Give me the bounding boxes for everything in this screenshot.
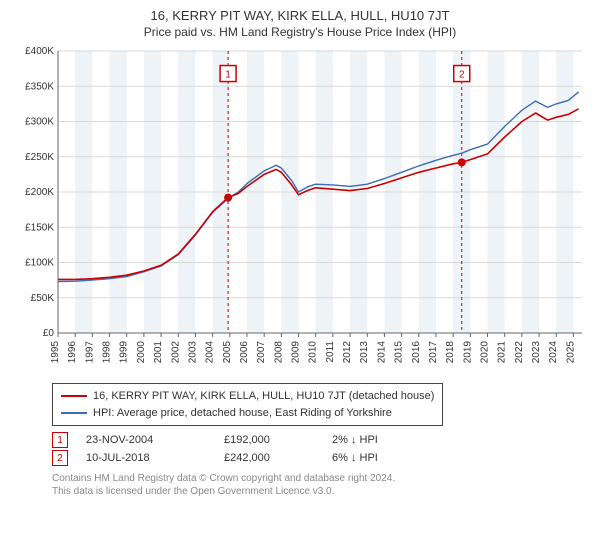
sale-price: £242,000 [224,452,314,464]
legend-label: 16, KERRY PIT WAY, KIRK ELLA, HULL, HU10… [93,388,434,405]
svg-text:2009: 2009 [291,341,302,364]
svg-text:2005: 2005 [222,341,233,364]
sale-price: £192,000 [224,434,314,446]
legend-swatch [61,412,87,414]
svg-text:£0: £0 [43,328,55,339]
svg-text:£300K: £300K [25,117,54,128]
svg-text:1998: 1998 [102,341,113,364]
chart-area: £0 £50K £100K £150K £200K £250K £300K £350K £400… [10,45,590,375]
svg-text:1997: 1997 [84,341,95,364]
svg-text:£400K: £400K [25,46,54,57]
svg-text:2008: 2008 [273,341,284,364]
chart-subtitle: Price paid vs. HM Land Registry's House … [10,25,590,39]
svg-text:2015: 2015 [394,341,405,364]
svg-text:£50K: £50K [31,293,55,304]
legend: 16, KERRY PIT WAY, KIRK ELLA, HULL, HU10… [52,383,443,426]
svg-text:2025: 2025 [565,341,576,364]
svg-text:2007: 2007 [256,341,267,364]
svg-text:2019: 2019 [462,341,473,364]
svg-text:2: 2 [459,70,465,81]
footer-line: Contains HM Land Registry data © Crown c… [52,472,590,485]
svg-text:1: 1 [225,70,231,81]
line-chart: £0 £50K £100K £150K £200K £250K £300K £350K £400… [10,45,590,375]
legend-item: HPI: Average price, detached house, East… [61,405,434,422]
svg-text:2018: 2018 [445,341,456,364]
svg-text:£100K: £100K [25,258,54,269]
svg-text:2024: 2024 [548,341,559,364]
svg-text:2003: 2003 [187,341,198,364]
svg-text:2014: 2014 [376,341,387,364]
sale-marker-box: 1 [52,432,68,448]
svg-text:2012: 2012 [342,341,353,364]
svg-text:2000: 2000 [136,341,147,364]
svg-text:2001: 2001 [153,341,164,364]
svg-text:£150K: £150K [25,222,54,233]
svg-text:2022: 2022 [514,341,525,364]
chart-card: 16, KERRY PIT WAY, KIRK ELLA, HULL, HU10… [0,0,600,506]
svg-text:2010: 2010 [308,341,319,364]
sale-row: 1 23-NOV-2004 £192,000 2% ↓ HPI [52,432,590,448]
svg-text:£200K: £200K [25,187,54,198]
sale-row: 2 10-JUL-2018 £242,000 6% ↓ HPI [52,450,590,466]
svg-text:2006: 2006 [239,341,250,364]
svg-text:2002: 2002 [170,341,181,364]
sale-diff: 6% ↓ HPI [332,452,422,464]
svg-text:2004: 2004 [205,341,216,364]
footer-attribution: Contains HM Land Registry data © Crown c… [52,472,590,498]
sale-date: 23-NOV-2004 [86,434,206,446]
sale-marker-box: 2 [52,450,68,466]
svg-text:£350K: £350K [25,81,54,92]
chart-title: 16, KERRY PIT WAY, KIRK ELLA, HULL, HU10… [10,8,590,23]
footer-line: This data is licensed under the Open Gov… [52,485,590,498]
svg-text:2023: 2023 [531,341,542,364]
sale-diff: 2% ↓ HPI [332,434,422,446]
sales-list: 1 23-NOV-2004 £192,000 2% ↓ HPI 2 10-JUL… [52,432,590,466]
svg-text:2011: 2011 [325,341,336,363]
svg-text:2020: 2020 [480,341,491,364]
legend-label: HPI: Average price, detached house, East… [93,405,392,422]
svg-text:2013: 2013 [359,341,370,364]
legend-swatch [61,395,87,397]
svg-text:1999: 1999 [119,341,130,364]
svg-text:1996: 1996 [67,341,78,364]
legend-item: 16, KERRY PIT WAY, KIRK ELLA, HULL, HU10… [61,388,434,405]
svg-text:2016: 2016 [411,341,422,364]
sale-date: 10-JUL-2018 [86,452,206,464]
svg-text:2021: 2021 [497,341,508,364]
svg-text:£250K: £250K [25,152,54,163]
svg-text:1995: 1995 [50,341,61,364]
svg-text:2017: 2017 [428,341,439,364]
